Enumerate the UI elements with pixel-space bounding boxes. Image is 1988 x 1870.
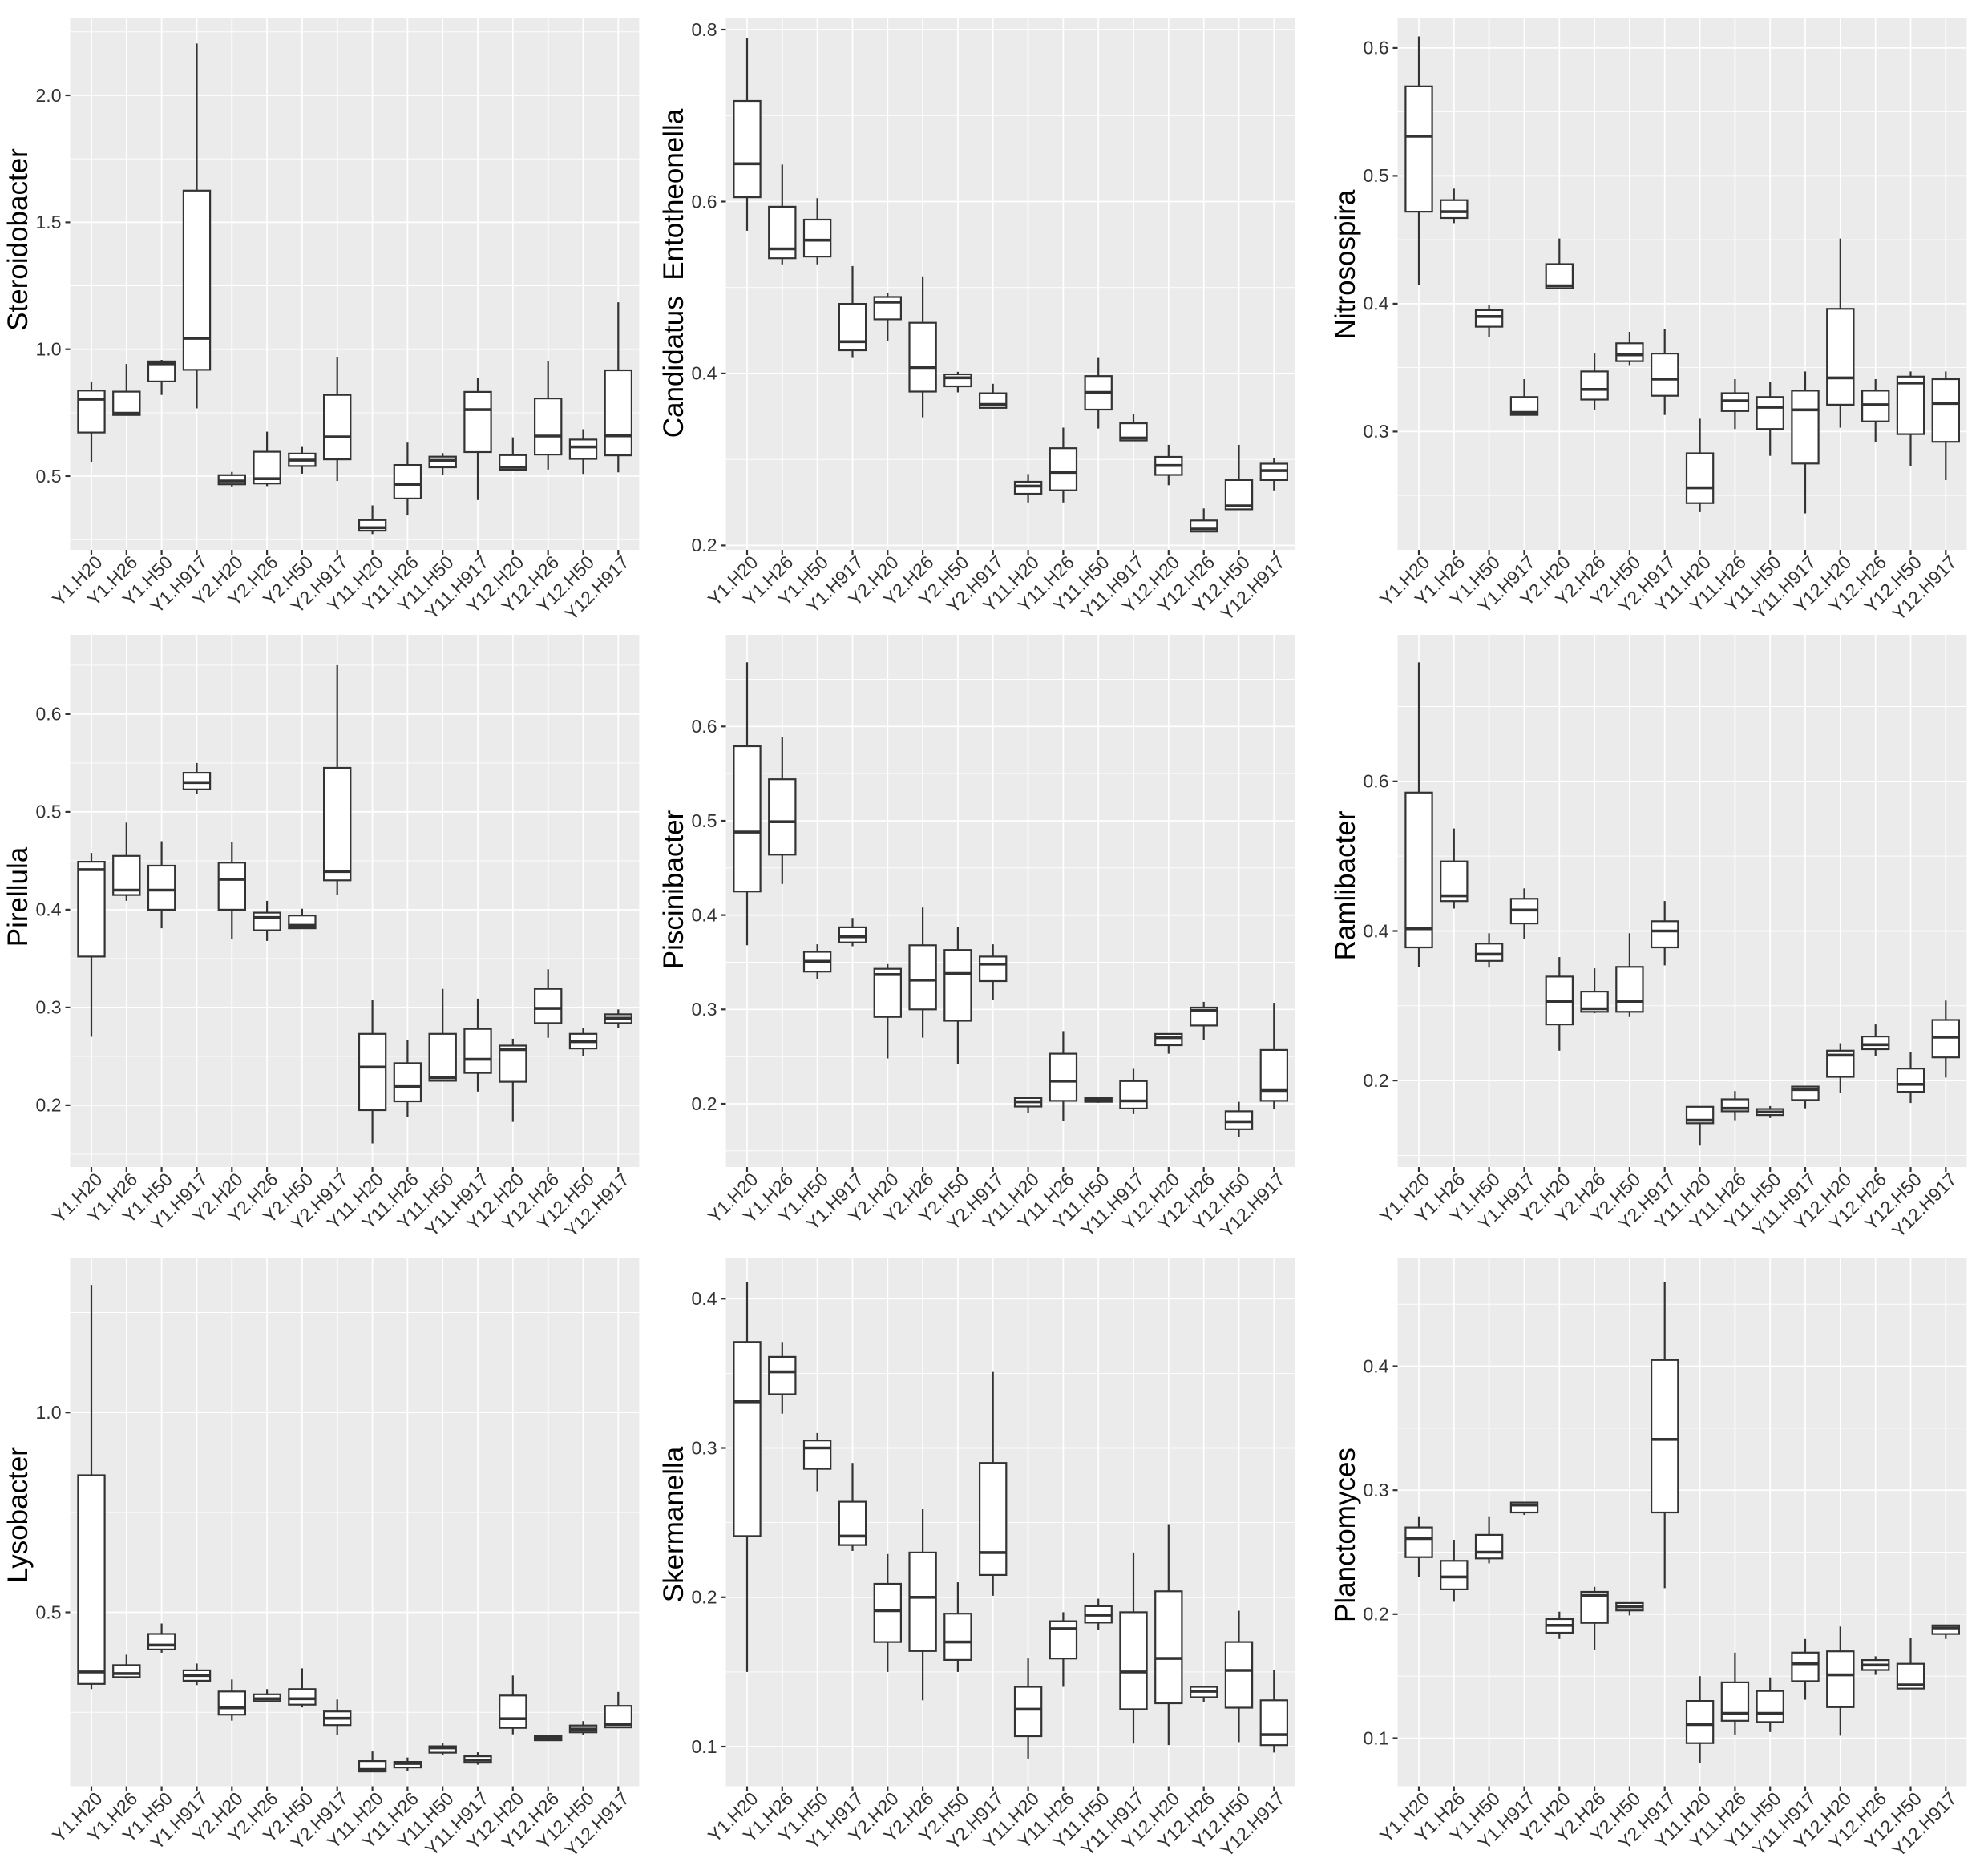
svg-text:1.5: 1.5 — [36, 212, 62, 232]
svg-text:0.8: 0.8 — [692, 19, 717, 40]
svg-text:0.5: 0.5 — [36, 802, 62, 822]
svg-text:0.2: 0.2 — [1364, 1604, 1389, 1625]
svg-text:Nitrosospira: Nitrosospira — [1330, 189, 1361, 339]
svg-text:0.2: 0.2 — [692, 1093, 717, 1114]
svg-text:Ramlibacter: Ramlibacter — [1330, 810, 1361, 960]
svg-text:0.3: 0.3 — [1364, 421, 1389, 442]
svg-text:0.4: 0.4 — [692, 904, 717, 925]
svg-text:1.0: 1.0 — [36, 339, 62, 360]
svg-text:0.3: 0.3 — [1364, 1480, 1389, 1500]
svg-text:0.5: 0.5 — [1364, 165, 1389, 186]
svg-text:0.4: 0.4 — [692, 363, 717, 384]
svg-text:0.4: 0.4 — [1364, 1355, 1389, 1376]
svg-text:Steroidobacter: Steroidobacter — [2, 148, 34, 331]
svg-text:2.0: 2.0 — [36, 85, 62, 106]
svg-text:0.5: 0.5 — [692, 810, 717, 831]
svg-text:0.5: 0.5 — [36, 466, 62, 487]
svg-text:0.6: 0.6 — [692, 716, 717, 737]
svg-text:0.2: 0.2 — [692, 1587, 717, 1608]
svg-text:1.0: 1.0 — [36, 1402, 62, 1423]
svg-text:0.1: 0.1 — [1364, 1727, 1389, 1748]
svg-text:0.3: 0.3 — [36, 997, 62, 1018]
svg-text:0.2: 0.2 — [692, 535, 717, 555]
svg-text:0.4: 0.4 — [692, 1288, 717, 1309]
svg-text:0.6: 0.6 — [36, 704, 62, 725]
svg-text:Candidatus Entotheonella: Candidatus Entotheonella — [658, 108, 689, 438]
svg-text:0.2: 0.2 — [36, 1095, 62, 1116]
svg-text:0.2: 0.2 — [1364, 1070, 1389, 1091]
svg-text:Skermanella: Skermanella — [658, 1446, 689, 1602]
svg-text:0.6: 0.6 — [1364, 771, 1389, 792]
svg-text:0.3: 0.3 — [692, 1437, 717, 1458]
svg-text:0.4: 0.4 — [1364, 293, 1389, 314]
svg-text:Pirellula: Pirellula — [2, 846, 34, 947]
svg-text:Planctomyces: Planctomyces — [1330, 1448, 1361, 1622]
svg-text:0.4: 0.4 — [36, 899, 62, 920]
svg-text:0.6: 0.6 — [692, 191, 717, 212]
svg-text:0.1: 0.1 — [692, 1736, 717, 1757]
svg-text:Piscinibacter: Piscinibacter — [658, 810, 689, 969]
svg-text:0.5: 0.5 — [36, 1601, 62, 1622]
svg-text:0.3: 0.3 — [692, 999, 717, 1020]
svg-text:Lysobacter: Lysobacter — [2, 1447, 34, 1583]
svg-text:0.4: 0.4 — [1364, 920, 1389, 941]
svg-text:0.6: 0.6 — [1364, 38, 1389, 59]
